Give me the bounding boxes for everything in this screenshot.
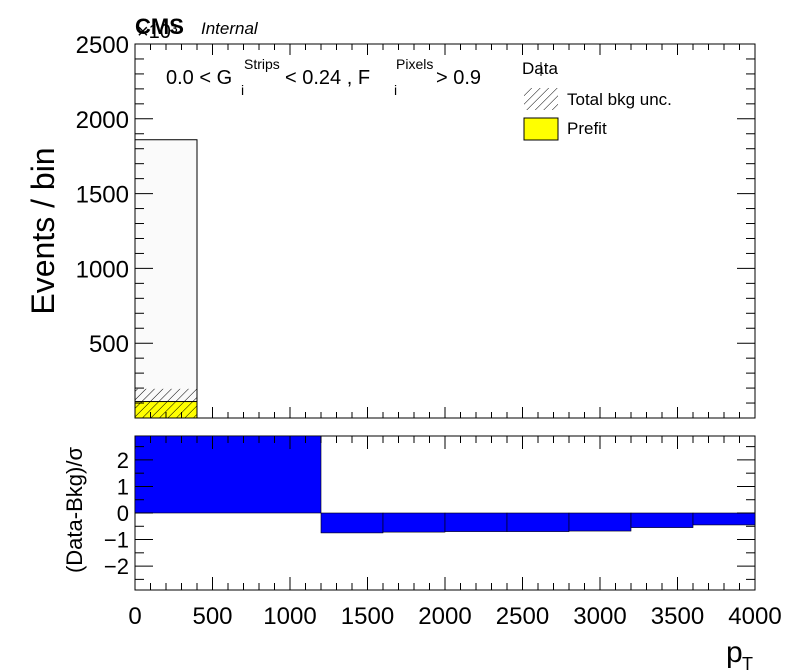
pull-bar [135, 436, 322, 514]
bottom-y-tick-label: −1 [104, 528, 129, 553]
legend-prefit-swatch [523, 117, 559, 141]
top-y-tick-label: 1000 [76, 256, 129, 283]
selection-part3: > 0.9 [436, 67, 481, 89]
legend-prefit-label: Prefit [567, 119, 607, 138]
x-axis-title: p [726, 636, 743, 669]
bottom-y-tick-label: −2 [104, 554, 129, 579]
cms-label: CMS [135, 14, 184, 39]
x-tick-label: 2500 [496, 603, 549, 630]
top-y-tick-label: 2500 [76, 32, 129, 59]
top-axes: 500 1000 1500 2000 2500 [76, 32, 756, 419]
selection-part1: 0.0 < G [166, 67, 232, 89]
pull-bar [692, 512, 755, 526]
top-y-axis-title: Events / bin [25, 147, 61, 314]
selection-sup1: Strips [244, 56, 280, 72]
x-tick-label: 4000 [728, 603, 781, 630]
bottom-y-tick-label: 2 [117, 448, 129, 473]
top-y-tick-label: 2000 [76, 107, 129, 134]
x-axis-title-sub: T [742, 654, 753, 672]
x-tick-label: 3500 [651, 603, 704, 630]
internal-label: Internal [201, 19, 259, 38]
selection-text: 0.0 < G i Strips < 0.24 , F i Pixels > 0… [166, 56, 481, 98]
top-y-tick-label: 1500 [76, 182, 129, 209]
pull-bar [506, 512, 570, 532]
x-tick-label: 1000 [263, 603, 316, 630]
x-tick-label: 3000 [573, 603, 626, 630]
pull-bar [568, 512, 632, 532]
top-plot-area [135, 139, 198, 418]
legend-hatch-swatch [524, 88, 558, 110]
x-tick-label: 1500 [341, 603, 394, 630]
pull-bar [630, 512, 694, 528]
exponent-label: ×10³ [137, 21, 178, 43]
legend-data-label: Data [522, 59, 558, 78]
bottom-y-axis-title: (Data-Bkg)/σ [62, 447, 87, 573]
selection-sub2: i [394, 82, 397, 98]
x-tick-label: 0 [128, 603, 141, 630]
x-tick-label: 2000 [418, 603, 471, 630]
bottom-plot-area [135, 436, 755, 534]
x-tick-label: 500 [192, 603, 232, 630]
data-bar [135, 139, 198, 418]
legend-hatch-label: Total bkg unc. [567, 90, 672, 109]
pull-bar [382, 512, 446, 533]
selection-part2: < 0.24 , F [285, 67, 370, 89]
top-y-tick-label: 500 [89, 331, 129, 358]
pull-bar [444, 512, 508, 532]
pull-bar [320, 512, 384, 534]
selection-sub1: i [241, 82, 244, 98]
bottom-y-tick-label: 0 [117, 501, 129, 526]
legend: Data Total bkg unc. Prefit [522, 59, 672, 141]
bottom-y-tick-label: 1 [117, 474, 129, 499]
selection-sup2: Pixels [396, 56, 433, 72]
